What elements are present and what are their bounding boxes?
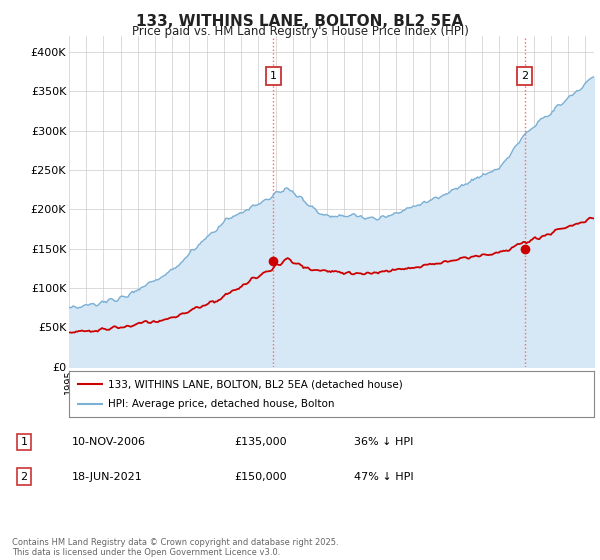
Text: 1: 1 [20, 437, 28, 447]
Text: 10-NOV-2006: 10-NOV-2006 [72, 437, 146, 447]
Text: Price paid vs. HM Land Registry's House Price Index (HPI): Price paid vs. HM Land Registry's House … [131, 25, 469, 38]
Text: 133, WITHINS LANE, BOLTON, BL2 5EA (detached house): 133, WITHINS LANE, BOLTON, BL2 5EA (deta… [109, 379, 403, 389]
Text: £150,000: £150,000 [234, 472, 287, 482]
Text: 36% ↓ HPI: 36% ↓ HPI [354, 437, 413, 447]
Text: £135,000: £135,000 [234, 437, 287, 447]
Text: 2: 2 [521, 71, 528, 81]
Text: 47% ↓ HPI: 47% ↓ HPI [354, 472, 413, 482]
Text: Contains HM Land Registry data © Crown copyright and database right 2025.
This d: Contains HM Land Registry data © Crown c… [12, 538, 338, 557]
Text: HPI: Average price, detached house, Bolton: HPI: Average price, detached house, Bolt… [109, 399, 335, 409]
Text: 1: 1 [270, 71, 277, 81]
Text: 2: 2 [20, 472, 28, 482]
Text: 133, WITHINS LANE, BOLTON, BL2 5EA: 133, WITHINS LANE, BOLTON, BL2 5EA [136, 14, 464, 29]
Text: 18-JUN-2021: 18-JUN-2021 [72, 472, 143, 482]
